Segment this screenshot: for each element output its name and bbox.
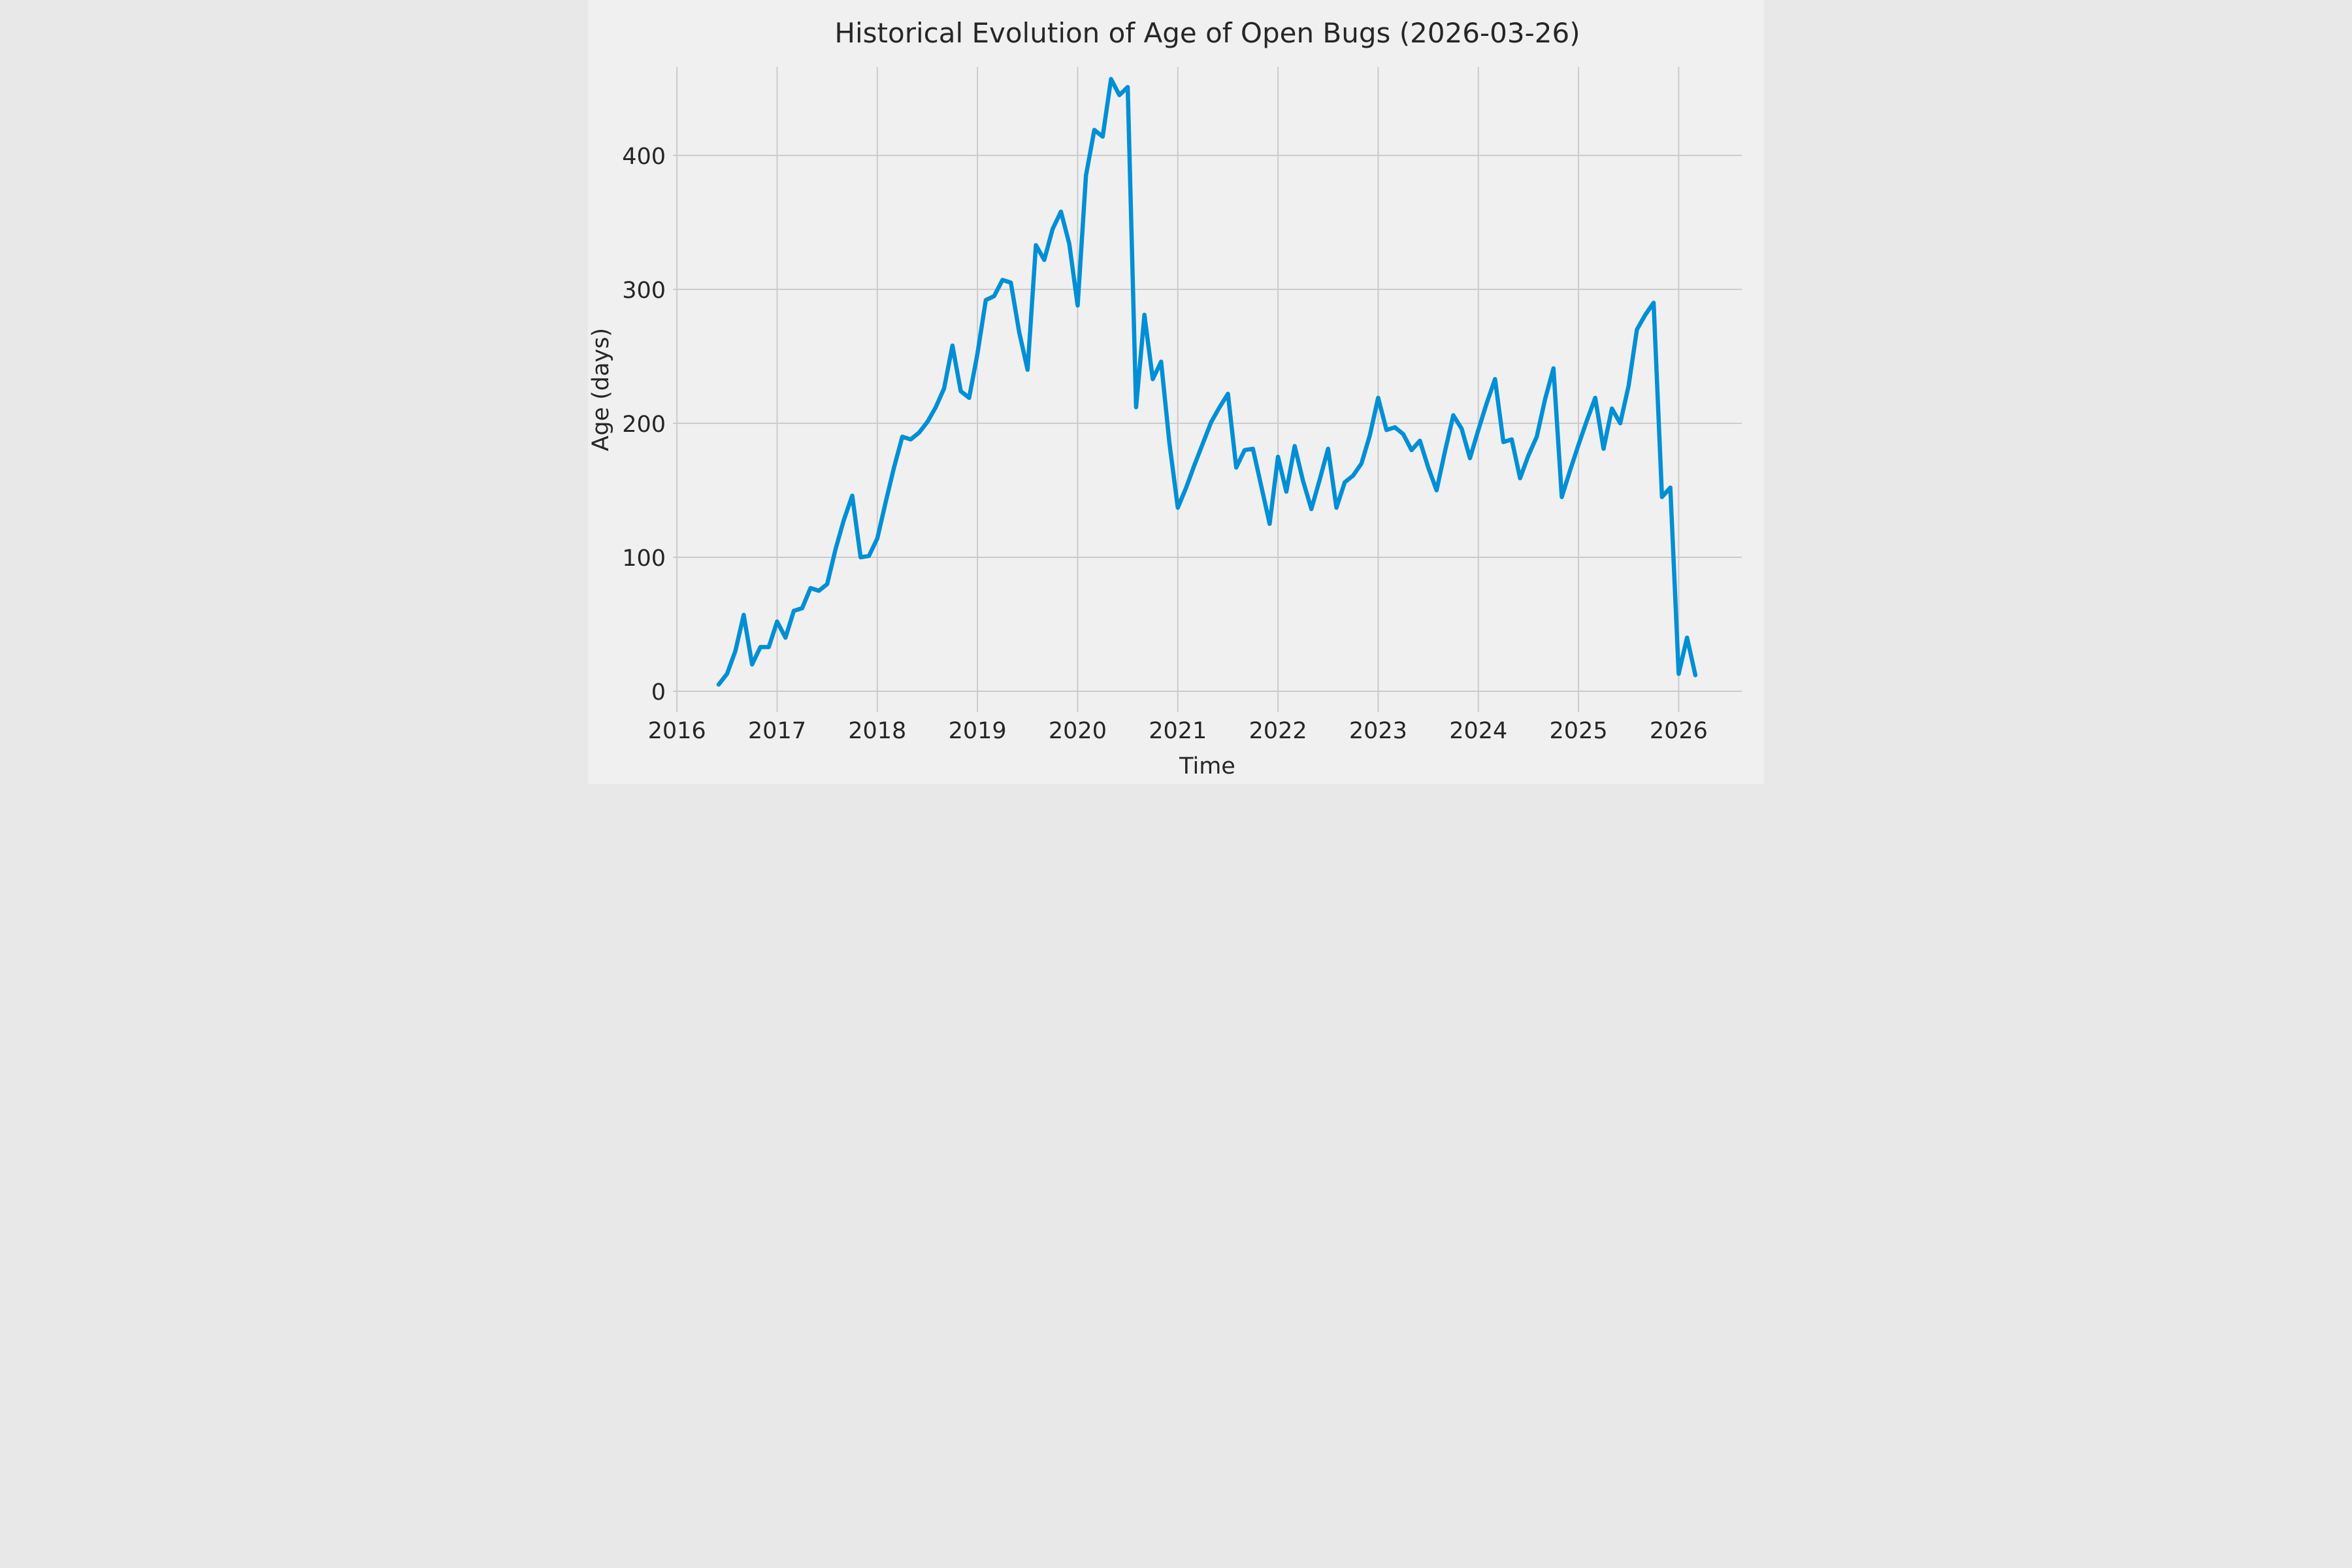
tick-labels: 0 100 200 300 400 2016 2017 2018 2019 2020 2021 202…: [622, 144, 1708, 744]
data-series: [716, 76, 1698, 687]
line-chart: 0 100 200 300 400 2016 2017 2018 2019 2020 2021 202…: [588, 0, 1764, 784]
x-tick-label-2022: 2022: [1249, 718, 1307, 744]
x-tick-label-2019: 2019: [949, 718, 1007, 744]
x-axis-label: Time: [1179, 753, 1235, 779]
y-tick-label-400: 400: [622, 144, 666, 170]
x-tick-label-2021: 2021: [1149, 718, 1207, 744]
y-axis-label: Age (days): [588, 328, 614, 451]
x-tick-label-2016: 2016: [648, 718, 706, 744]
x-tick-label-2025: 2025: [1550, 718, 1608, 744]
age-of-open-bugs-line: [716, 76, 1698, 687]
x-tick-label-2018: 2018: [848, 718, 906, 744]
y-tick-label-300: 300: [622, 278, 666, 304]
y-tick-label-100: 100: [622, 546, 666, 572]
y-tick-label-0: 0: [651, 679, 666, 706]
x-tick-label-2026: 2026: [1650, 718, 1708, 744]
grid-lines: [673, 67, 1742, 712]
figure: 0 100 200 300 400 2016 2017 2018 2019 2020 2021 202…: [588, 0, 1764, 784]
chart-title: Historical Evolution of Age of Open Bugs…: [834, 17, 1580, 49]
x-tick-label-2023: 2023: [1349, 718, 1407, 744]
x-tick-label-2024: 2024: [1449, 718, 1507, 744]
y-tick-label-200: 200: [622, 412, 666, 438]
x-tick-label-2020: 2020: [1049, 718, 1107, 744]
x-tick-label-2017: 2017: [748, 718, 806, 744]
